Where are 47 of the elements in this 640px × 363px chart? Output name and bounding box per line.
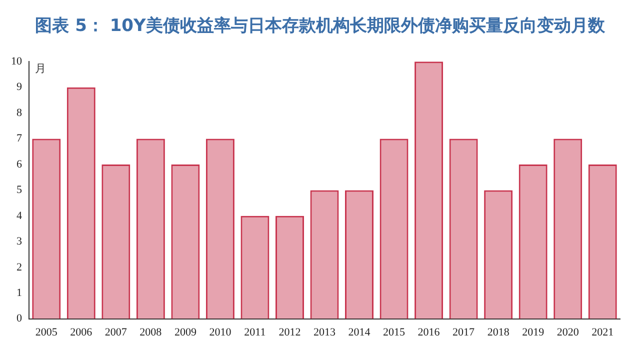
y-tick-label: 5: [16, 184, 22, 196]
x-tick-label: 2019: [522, 326, 545, 338]
y-tick-label: 6: [16, 158, 22, 170]
bar: [414, 62, 444, 319]
bar: [554, 138, 582, 319]
bar: [102, 164, 130, 319]
x-tick-label: 2008: [140, 326, 162, 338]
bar: [206, 138, 234, 319]
chart-title: 图表 5： 10Y美债收益率与日本存款机构长期限外债净购买量反向变动月数: [34, 15, 606, 38]
x-tick-label: 2011: [244, 326, 266, 338]
y-axis-title: 月: [35, 62, 46, 75]
x-tick-label: 2013: [314, 326, 336, 338]
x-tick-label: 2021: [592, 326, 614, 338]
y-tick-label: 4: [16, 210, 22, 222]
bar: [449, 138, 478, 319]
y-tick-label: 9: [16, 81, 22, 94]
x-tick-label: 2014: [348, 326, 371, 338]
x-tick-label: 2015: [383, 326, 406, 338]
bar: [136, 138, 165, 319]
x-tick-label: 2012: [278, 326, 301, 338]
bar: [380, 138, 408, 319]
x-tick-label: 2007: [104, 326, 128, 338]
y-tick-label: 0: [16, 312, 22, 325]
y-tick-label: 3: [16, 236, 22, 248]
x-tick-label: 2017: [452, 326, 476, 338]
y-tick-label: 8: [16, 106, 22, 119]
bar: [588, 164, 617, 319]
x-tick-label: 2010: [209, 326, 232, 338]
bar: [310, 190, 339, 319]
bar: [518, 164, 548, 319]
bar: [275, 216, 304, 319]
x-tick-label: 2016: [418, 326, 440, 338]
x-tick-label: 2018: [487, 326, 510, 338]
y-tick-label: 10: [11, 55, 22, 68]
x-tick-label: 2006: [70, 326, 93, 338]
y-tick-label: 2: [16, 261, 22, 274]
bar: [345, 190, 374, 319]
x-tick-label: 2020: [556, 326, 580, 338]
x-tick-label: 2009: [174, 326, 197, 338]
bar: [240, 216, 270, 319]
x-tick-label: 2005: [35, 326, 58, 338]
y-tick-label: 7: [16, 132, 22, 145]
bar: [32, 138, 61, 319]
bar: [66, 87, 96, 319]
bar: [484, 190, 513, 319]
y-tick-label: 1: [16, 286, 22, 299]
bar: [171, 164, 200, 319]
